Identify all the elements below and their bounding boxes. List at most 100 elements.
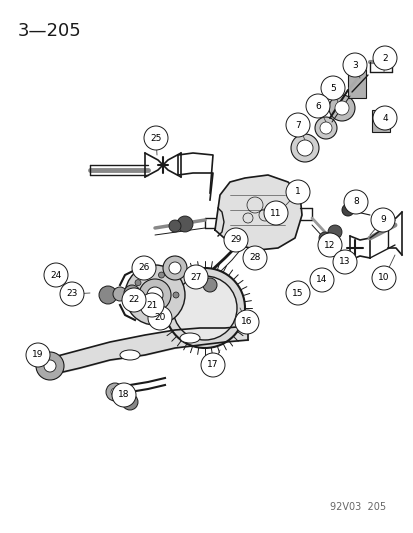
Circle shape [309,268,333,292]
Text: 1: 1 [294,188,300,197]
Text: 29: 29 [230,236,241,245]
Text: 9: 9 [379,215,385,224]
Circle shape [319,122,331,134]
Circle shape [244,253,254,263]
Circle shape [113,287,127,301]
Text: 20: 20 [154,313,165,322]
Circle shape [36,352,64,380]
Circle shape [285,180,309,204]
Circle shape [187,267,206,287]
Text: 24: 24 [50,271,62,279]
Text: 2: 2 [381,53,387,62]
Text: 8: 8 [352,198,358,206]
Circle shape [314,117,336,139]
Circle shape [60,282,84,306]
Circle shape [26,343,50,367]
Circle shape [343,190,367,214]
Circle shape [165,268,244,348]
Text: 10: 10 [377,273,389,282]
Circle shape [201,353,224,377]
Text: 3: 3 [351,61,357,69]
Circle shape [192,272,202,282]
Text: 92V03  205: 92V03 205 [329,502,385,512]
Circle shape [370,208,394,232]
Circle shape [112,383,136,407]
Text: 11: 11 [270,208,281,217]
Circle shape [177,216,192,232]
Circle shape [144,126,168,150]
Circle shape [163,256,187,280]
Text: 27: 27 [190,272,201,281]
Text: 18: 18 [118,391,129,400]
Circle shape [371,266,395,290]
Circle shape [296,140,312,156]
Circle shape [173,276,236,340]
Circle shape [223,228,247,252]
Circle shape [372,46,396,70]
Circle shape [147,306,171,330]
Circle shape [169,220,180,232]
Circle shape [202,278,216,292]
Circle shape [125,265,185,325]
Text: 21: 21 [146,301,157,310]
Circle shape [305,94,329,118]
Circle shape [135,280,141,286]
Circle shape [285,113,309,137]
Circle shape [122,288,146,312]
Circle shape [235,310,259,334]
Circle shape [334,101,348,115]
Circle shape [183,265,207,289]
Circle shape [135,304,141,310]
Text: 6: 6 [314,101,320,110]
Bar [371,110,389,132]
Text: 13: 13 [338,257,350,266]
Circle shape [318,232,330,244]
Text: 22: 22 [128,295,139,304]
Text: 23: 23 [66,289,78,298]
Ellipse shape [120,350,140,360]
Circle shape [327,225,341,239]
Ellipse shape [180,333,199,343]
Circle shape [290,134,318,162]
Bar [347,68,365,98]
Circle shape [140,293,164,317]
Circle shape [342,53,366,77]
Circle shape [320,76,344,100]
Text: 26: 26 [138,263,150,272]
Circle shape [122,394,138,410]
Text: 28: 28 [249,254,260,262]
Text: 14: 14 [316,276,327,285]
Circle shape [147,287,163,303]
Circle shape [263,201,287,225]
Polygon shape [214,175,301,250]
Circle shape [132,256,156,280]
Circle shape [139,279,171,311]
Circle shape [372,106,396,130]
Circle shape [341,204,353,216]
Circle shape [169,262,180,274]
Circle shape [106,383,124,401]
Text: 15: 15 [292,288,303,297]
Text: 16: 16 [241,318,252,327]
Circle shape [158,312,164,318]
Circle shape [111,388,119,396]
Text: 5: 5 [329,84,335,93]
Text: 4: 4 [381,114,387,123]
Circle shape [44,360,56,372]
Text: 3—205: 3—205 [18,22,81,40]
Circle shape [242,246,266,270]
Circle shape [173,292,178,298]
Circle shape [158,272,164,278]
Circle shape [124,285,140,301]
Circle shape [44,263,68,287]
Circle shape [332,250,356,274]
Circle shape [317,233,341,257]
Circle shape [99,286,117,304]
Circle shape [285,281,309,305]
Text: 7: 7 [294,120,300,130]
Text: 19: 19 [32,351,44,359]
Circle shape [328,95,354,121]
Text: 12: 12 [323,240,335,249]
Text: 17: 17 [207,360,218,369]
Text: 25: 25 [150,133,161,142]
